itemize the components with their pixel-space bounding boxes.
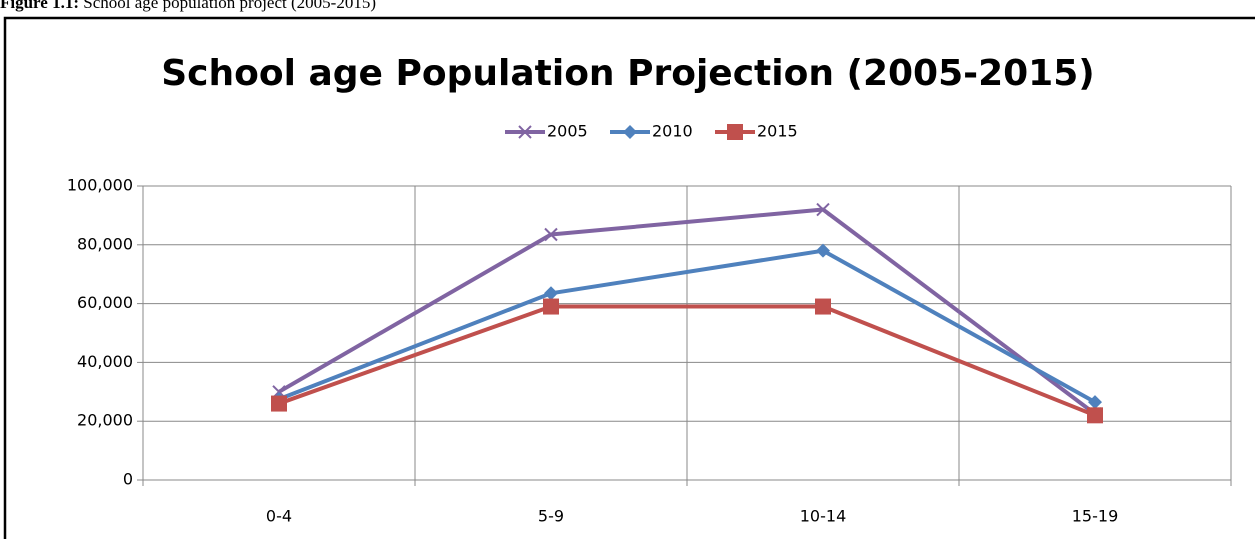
legend-marker [518, 125, 532, 139]
y-tick-label: 20,000 [77, 411, 133, 430]
data-point [816, 202, 830, 217]
data-point [544, 286, 558, 301]
legend-label: 2005 [547, 122, 588, 141]
data-point [543, 298, 559, 315]
data-point [815, 298, 831, 315]
caption: Figure 1.1: School age population projec… [0, 0, 376, 12]
data-point [544, 227, 558, 242]
caption-label: Figure 1.1: [0, 0, 79, 12]
data-point [271, 395, 287, 412]
chart-border [3, 16, 1255, 539]
x-tick-label: 15-19 [1072, 507, 1119, 526]
x-tick-label: 5-9 [538, 507, 564, 526]
data-point [1088, 395, 1102, 410]
data-point [816, 243, 830, 258]
legend-marker [623, 125, 637, 139]
legend-label: 2015 [757, 122, 798, 141]
y-tick-label: 0 [123, 470, 133, 489]
y-tick-label: 40,000 [77, 352, 133, 371]
y-tick-label: 80,000 [77, 234, 133, 253]
series-line [277, 207, 1097, 416]
data-point [1087, 407, 1103, 424]
legend-label: 2010 [652, 122, 693, 141]
legend-marker [727, 124, 743, 140]
caption-text: School age population project (2005-2015… [83, 0, 376, 12]
x-tick-label: 0-4 [266, 507, 292, 526]
chart-title: School age Population Projection (2005-2… [161, 53, 1095, 94]
series-line [278, 248, 1096, 404]
y-tick-label: 100,000 [67, 176, 133, 195]
x-tick-label: 10-14 [800, 507, 847, 526]
y-tick-label: 60,000 [77, 293, 133, 312]
series-line [278, 304, 1096, 418]
